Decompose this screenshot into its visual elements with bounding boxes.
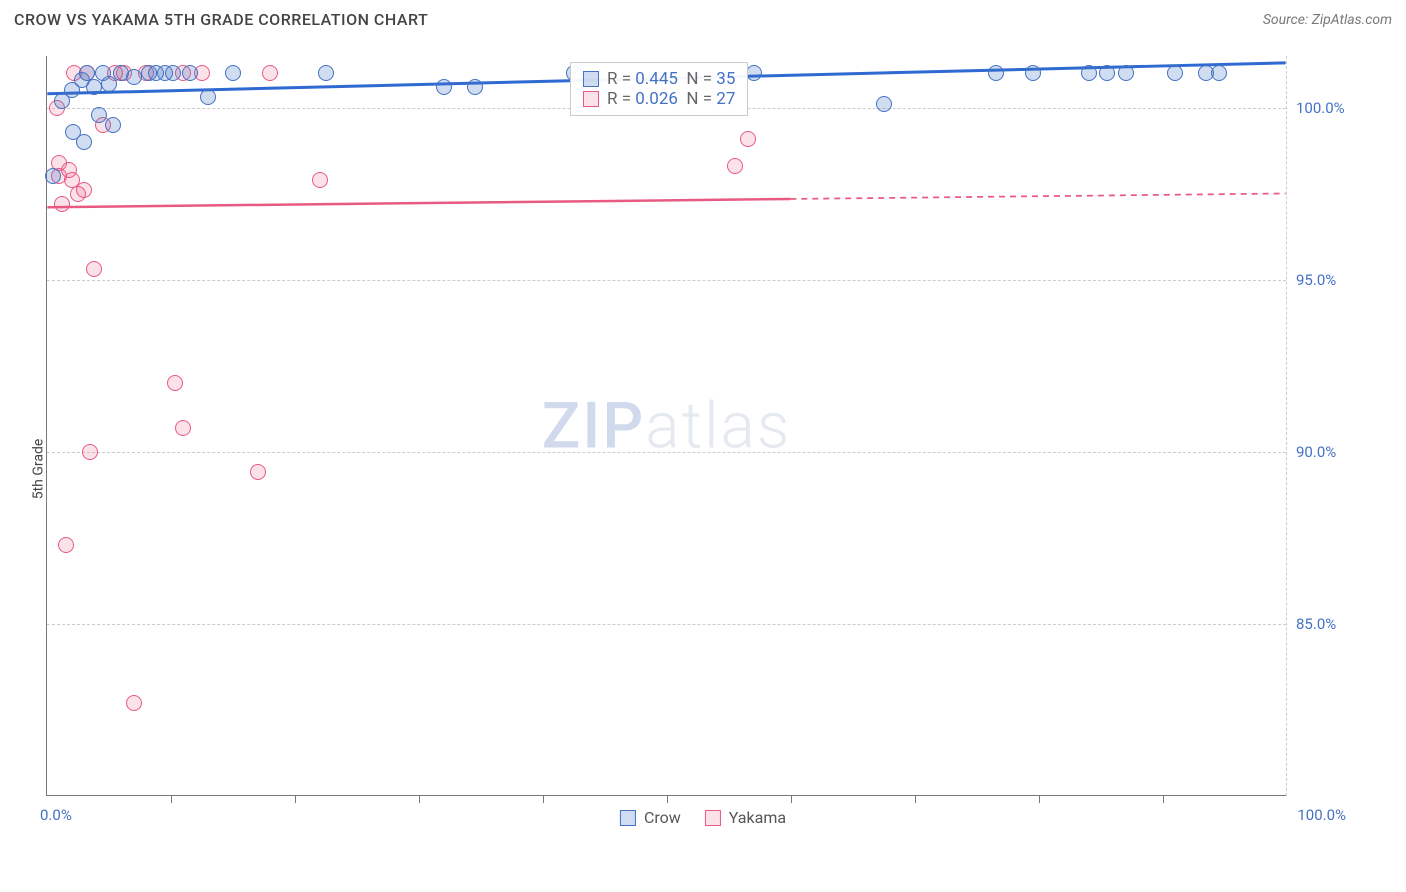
x-tick (419, 795, 420, 803)
y-tick-label: 100.0% (1296, 99, 1345, 117)
x-tick (791, 795, 792, 803)
y-tick-label: 85.0% (1296, 615, 1336, 633)
regression-row-crow: R = 0.445 N = 35 (583, 69, 735, 89)
data-point-crow (45, 168, 61, 184)
x-tick (915, 795, 916, 803)
legend-swatch-crow-icon (620, 810, 636, 826)
data-point-crow (182, 65, 198, 81)
data-point-crow (1081, 65, 1097, 81)
data-point-yakama (262, 65, 278, 81)
data-point-crow (988, 65, 1004, 81)
data-point-crow (126, 69, 142, 85)
data-point-crow (165, 65, 181, 81)
y-tick-label: 90.0% (1296, 443, 1336, 461)
data-point-yakama (727, 158, 743, 174)
data-point-yakama (82, 444, 98, 460)
regression-legend: R = 0.445 N = 35 R = 0.026 N = 27 (570, 62, 748, 116)
data-point-crow (105, 117, 121, 133)
x-axis-max-label: 100.0% (1297, 806, 1346, 824)
data-point-crow (86, 79, 102, 95)
data-point-crow (1118, 65, 1134, 81)
regression-row-yakama: R = 0.026 N = 27 (583, 89, 735, 109)
data-point-yakama (126, 695, 142, 711)
legend-item-crow: Crow (620, 808, 681, 827)
x-tick (543, 795, 544, 803)
legend-label-yakama: Yakama (729, 808, 786, 827)
x-tick (171, 795, 172, 803)
x-axis-min-label: 0.0% (40, 806, 72, 824)
data-point-crow (318, 65, 334, 81)
swatch-yakama-icon (583, 91, 599, 107)
data-point-yakama (175, 420, 191, 436)
x-tick (1163, 795, 1164, 803)
x-tick (667, 795, 668, 803)
data-point-crow (1099, 65, 1115, 81)
y-tick-label: 95.0% (1296, 271, 1336, 289)
data-point-yakama (167, 375, 183, 391)
y-gridline (47, 624, 1286, 625)
x-tick (1039, 795, 1040, 803)
data-point-yakama (250, 464, 266, 480)
legend-swatch-yakama-icon (705, 810, 721, 826)
data-point-yakama (54, 196, 70, 212)
data-point-crow (225, 65, 241, 81)
data-point-crow (1025, 65, 1041, 81)
data-point-yakama (58, 537, 74, 553)
data-point-crow (76, 134, 92, 150)
legend-item-yakama: Yakama (705, 808, 786, 827)
legend-label-crow: Crow (644, 808, 681, 827)
data-point-yakama (86, 261, 102, 277)
plot-right-border (1286, 56, 1287, 796)
data-point-yakama (740, 131, 756, 147)
swatch-crow-icon (583, 71, 599, 87)
y-gridline (47, 452, 1286, 453)
trend-lines (47, 56, 1286, 795)
data-point-crow (876, 96, 892, 112)
x-tick (295, 795, 296, 803)
y-axis-title: 5th Grade (30, 439, 46, 500)
plot-area: ZIPatlas R = 0.445 N = 35 R = 0.026 N = … (46, 56, 1286, 796)
data-point-crow (1211, 65, 1227, 81)
data-point-yakama (312, 172, 328, 188)
data-point-crow (436, 79, 452, 95)
chart-container: 5th Grade ZIPatlas R = 0.445 N = 35 R = … (0, 46, 1406, 892)
y-gridline (47, 280, 1286, 281)
data-point-yakama (76, 182, 92, 198)
data-point-crow (1167, 65, 1183, 81)
source-label: Source: ZipAtlas.com (1263, 12, 1392, 28)
data-point-crow (467, 79, 483, 95)
data-point-crow (200, 89, 216, 105)
chart-title: CROW VS YAKAMA 5TH GRADE CORRELATION CHA… (14, 10, 428, 29)
series-legend: Crow Yakama (620, 808, 786, 827)
